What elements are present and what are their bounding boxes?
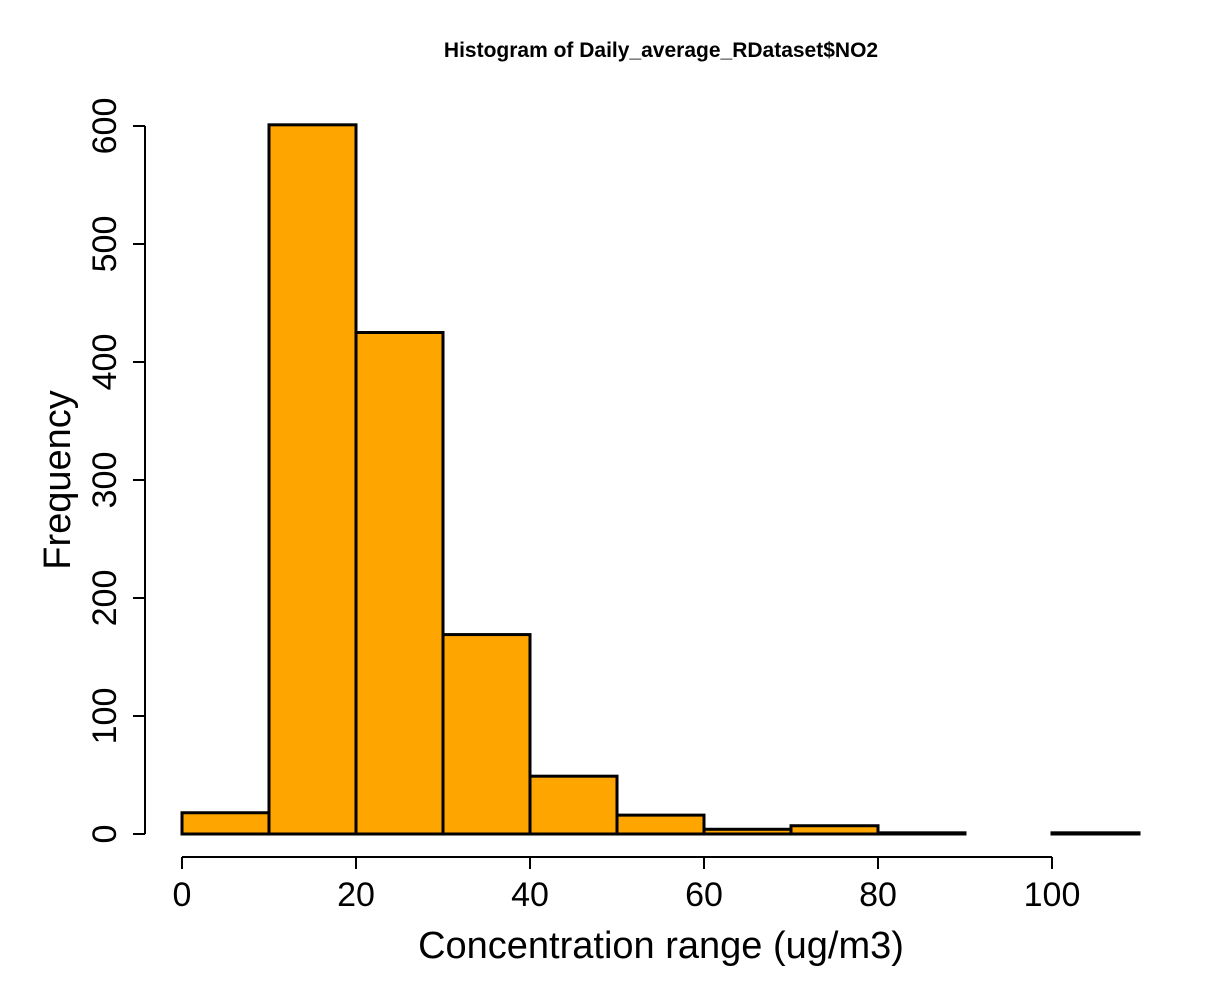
- histogram-bar: [789, 824, 880, 836]
- histogram-bar: [354, 331, 445, 836]
- histogram-bar: [528, 774, 619, 836]
- x-tick-label: 40: [511, 876, 549, 914]
- y-tick-label: 200: [86, 570, 124, 627]
- histogram-bar: [702, 827, 793, 836]
- y-tick-label: 300: [86, 452, 124, 509]
- bars-group: [180, 123, 1141, 836]
- histogram-bar: [1050, 831, 1141, 836]
- x-tick-label: 0: [173, 876, 192, 914]
- histogram-bar: [876, 831, 967, 836]
- histogram-bar: [180, 811, 271, 836]
- x-tick-label: 20: [337, 876, 375, 914]
- x-axis-label: Concentration range (ug/m3): [418, 925, 904, 967]
- chart-title: Histogram of Daily_average_RDataset$NO2: [444, 39, 878, 62]
- y-tick-label: 400: [86, 334, 124, 391]
- y-axis-label: Frequency: [37, 390, 79, 570]
- y-tick-label: 500: [86, 216, 124, 273]
- x-tick-label: 60: [685, 876, 723, 914]
- y-axis: 0 100 200 300 400 500 600: [86, 98, 146, 844]
- x-tick-label: 80: [859, 876, 897, 914]
- histogram-bar: [267, 123, 358, 836]
- histogram-bar: [441, 633, 532, 836]
- y-tick-label: 600: [86, 98, 124, 155]
- histogram-bar: [615, 813, 706, 836]
- y-tick-label: 100: [86, 688, 124, 745]
- x-axis: 0 20 40 60 80 100: [173, 856, 1081, 914]
- y-tick-label: 0: [86, 825, 124, 844]
- x-tick-label: 100: [1024, 876, 1081, 914]
